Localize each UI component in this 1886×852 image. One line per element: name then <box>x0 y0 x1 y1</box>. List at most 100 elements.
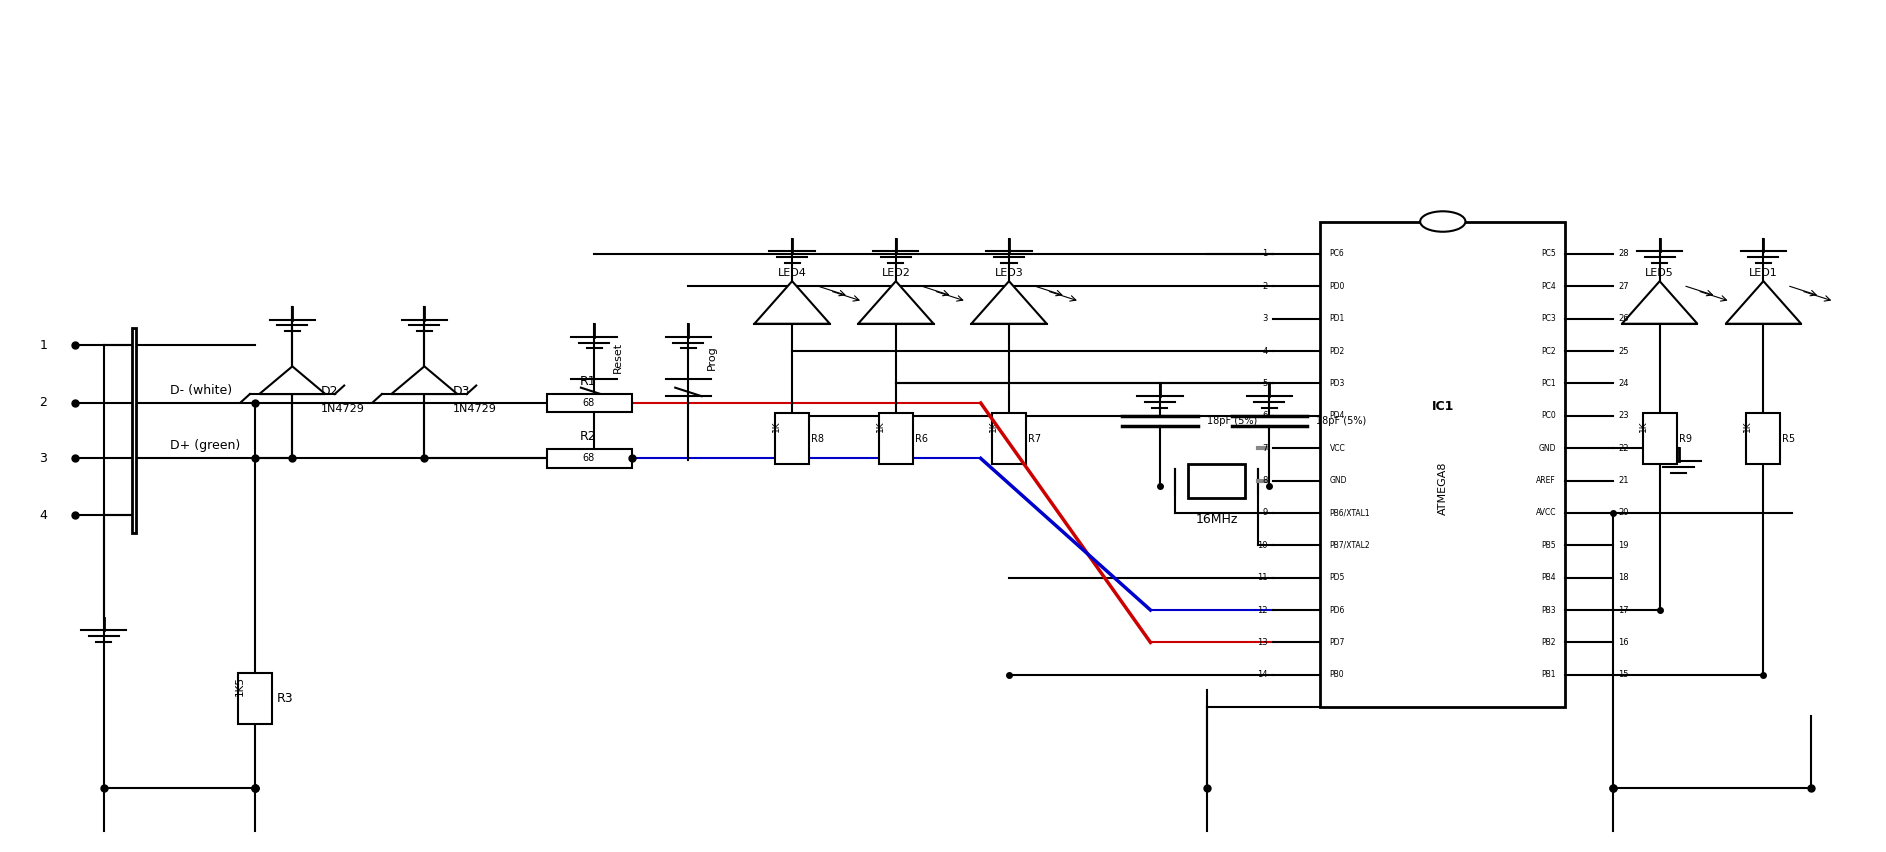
Text: 1K: 1K <box>1743 420 1752 432</box>
Bar <box>132 328 136 532</box>
Text: AVCC: AVCC <box>1535 509 1556 517</box>
Text: VCC: VCC <box>1330 444 1345 452</box>
Text: R1: R1 <box>581 375 596 388</box>
Text: PD4: PD4 <box>1330 412 1345 420</box>
Bar <box>1188 464 1245 498</box>
Text: 1N4729: 1N4729 <box>453 404 496 414</box>
Text: LED2: LED2 <box>881 268 911 279</box>
Text: 25: 25 <box>1618 347 1630 355</box>
Text: PC2: PC2 <box>1541 347 1556 355</box>
Text: PC6: PC6 <box>1330 250 1345 258</box>
Text: 1: 1 <box>40 338 47 352</box>
Text: 23: 23 <box>1618 412 1630 420</box>
Text: PB0: PB0 <box>1330 671 1345 679</box>
Text: LED1: LED1 <box>1748 268 1778 279</box>
Text: PC0: PC0 <box>1541 412 1556 420</box>
Text: PB6/XTAL1: PB6/XTAL1 <box>1330 509 1371 517</box>
Polygon shape <box>392 366 456 394</box>
Text: PD2: PD2 <box>1330 347 1345 355</box>
Text: 2: 2 <box>40 396 47 410</box>
Text: D+ (green): D+ (green) <box>170 439 240 452</box>
Text: R9: R9 <box>1679 434 1692 444</box>
Text: PB4: PB4 <box>1541 573 1556 582</box>
Text: IC1: IC1 <box>1431 400 1454 412</box>
Text: 1N4729: 1N4729 <box>321 404 364 414</box>
Text: PB3: PB3 <box>1541 606 1556 614</box>
Text: 12: 12 <box>1256 606 1267 614</box>
Text: 6: 6 <box>1262 412 1267 420</box>
Text: 10: 10 <box>1256 541 1267 550</box>
Bar <box>547 394 632 412</box>
Text: Reset: Reset <box>613 343 622 373</box>
Text: R6: R6 <box>915 434 928 444</box>
Text: LED4: LED4 <box>777 268 807 279</box>
Text: R2: R2 <box>581 430 596 443</box>
Text: LED5: LED5 <box>1645 268 1675 279</box>
Bar <box>547 449 632 468</box>
Bar <box>238 673 272 724</box>
Bar <box>1320 222 1565 707</box>
Text: 1: 1 <box>1262 250 1267 258</box>
Text: 2: 2 <box>1262 282 1267 291</box>
Text: PC3: PC3 <box>1541 314 1556 323</box>
Text: PB1: PB1 <box>1541 671 1556 679</box>
Text: 11: 11 <box>1256 573 1267 582</box>
Text: PD5: PD5 <box>1330 573 1345 582</box>
Text: 27: 27 <box>1618 282 1630 291</box>
Text: 24: 24 <box>1618 379 1630 388</box>
Text: PC1: PC1 <box>1541 379 1556 388</box>
Bar <box>992 413 1026 464</box>
Text: D3: D3 <box>453 385 470 399</box>
Text: 8: 8 <box>1262 476 1267 485</box>
Text: PD3: PD3 <box>1330 379 1345 388</box>
Text: 19: 19 <box>1618 541 1630 550</box>
Text: 14: 14 <box>1256 671 1267 679</box>
Text: R8: R8 <box>811 434 824 444</box>
Text: PD0: PD0 <box>1330 282 1345 291</box>
Text: 15: 15 <box>1618 671 1630 679</box>
Text: LED3: LED3 <box>994 268 1024 279</box>
Text: 1K: 1K <box>1639 420 1648 432</box>
Bar <box>1643 413 1677 464</box>
Bar <box>879 413 913 464</box>
Text: 4: 4 <box>1262 347 1267 355</box>
Polygon shape <box>260 366 324 394</box>
Bar <box>1746 413 1780 464</box>
Text: ATMEGA8: ATMEGA8 <box>1437 462 1448 515</box>
Text: R5: R5 <box>1782 434 1795 444</box>
Text: 17: 17 <box>1618 606 1630 614</box>
Text: 16: 16 <box>1618 638 1630 647</box>
Circle shape <box>1420 211 1465 232</box>
Text: AREF: AREF <box>1537 476 1556 485</box>
Text: 7: 7 <box>1262 444 1267 452</box>
Polygon shape <box>1622 281 1697 324</box>
Text: PB2: PB2 <box>1541 638 1556 647</box>
Polygon shape <box>1726 281 1801 324</box>
Text: R7: R7 <box>1028 434 1041 444</box>
Text: D2: D2 <box>321 385 338 399</box>
Text: GND: GND <box>1330 476 1347 485</box>
Text: PB5: PB5 <box>1541 541 1556 550</box>
Text: 3: 3 <box>40 452 47 465</box>
Text: PD1: PD1 <box>1330 314 1345 323</box>
Text: D- (white): D- (white) <box>170 383 232 397</box>
Text: 5: 5 <box>1262 379 1267 388</box>
Text: 9: 9 <box>1262 509 1267 517</box>
Text: 18pF (5%): 18pF (5%) <box>1316 416 1367 426</box>
Text: 4: 4 <box>40 509 47 522</box>
Bar <box>775 413 809 464</box>
Text: GND: GND <box>1539 444 1556 452</box>
Text: 1K: 1K <box>988 420 998 432</box>
Text: PB7/XTAL2: PB7/XTAL2 <box>1330 541 1371 550</box>
Text: R3: R3 <box>277 692 294 705</box>
Polygon shape <box>858 281 934 324</box>
Polygon shape <box>754 281 830 324</box>
Text: 26: 26 <box>1618 314 1630 323</box>
Text: 28: 28 <box>1618 250 1630 258</box>
Text: PD7: PD7 <box>1330 638 1345 647</box>
Text: Prog: Prog <box>707 345 717 371</box>
Text: PC5: PC5 <box>1541 250 1556 258</box>
Text: PD6: PD6 <box>1330 606 1345 614</box>
Text: 22: 22 <box>1618 444 1630 452</box>
Text: 18pF (5%): 18pF (5%) <box>1207 416 1258 426</box>
